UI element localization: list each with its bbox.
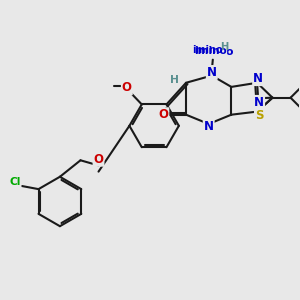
Text: S: S: [255, 109, 263, 122]
Text: N: N: [254, 96, 264, 109]
Text: H: H: [170, 75, 179, 85]
Text: O: O: [122, 81, 132, 94]
Text: N: N: [204, 120, 214, 133]
Text: imino: imino: [192, 45, 223, 55]
Text: O: O: [158, 108, 168, 121]
Text: Cl: Cl: [9, 177, 20, 188]
Text: N: N: [253, 72, 263, 85]
Text: imino: imino: [199, 47, 233, 57]
Text: N: N: [207, 66, 217, 79]
Text: imino: imino: [194, 46, 226, 56]
Text: H: H: [220, 42, 228, 52]
Text: O: O: [94, 153, 103, 166]
